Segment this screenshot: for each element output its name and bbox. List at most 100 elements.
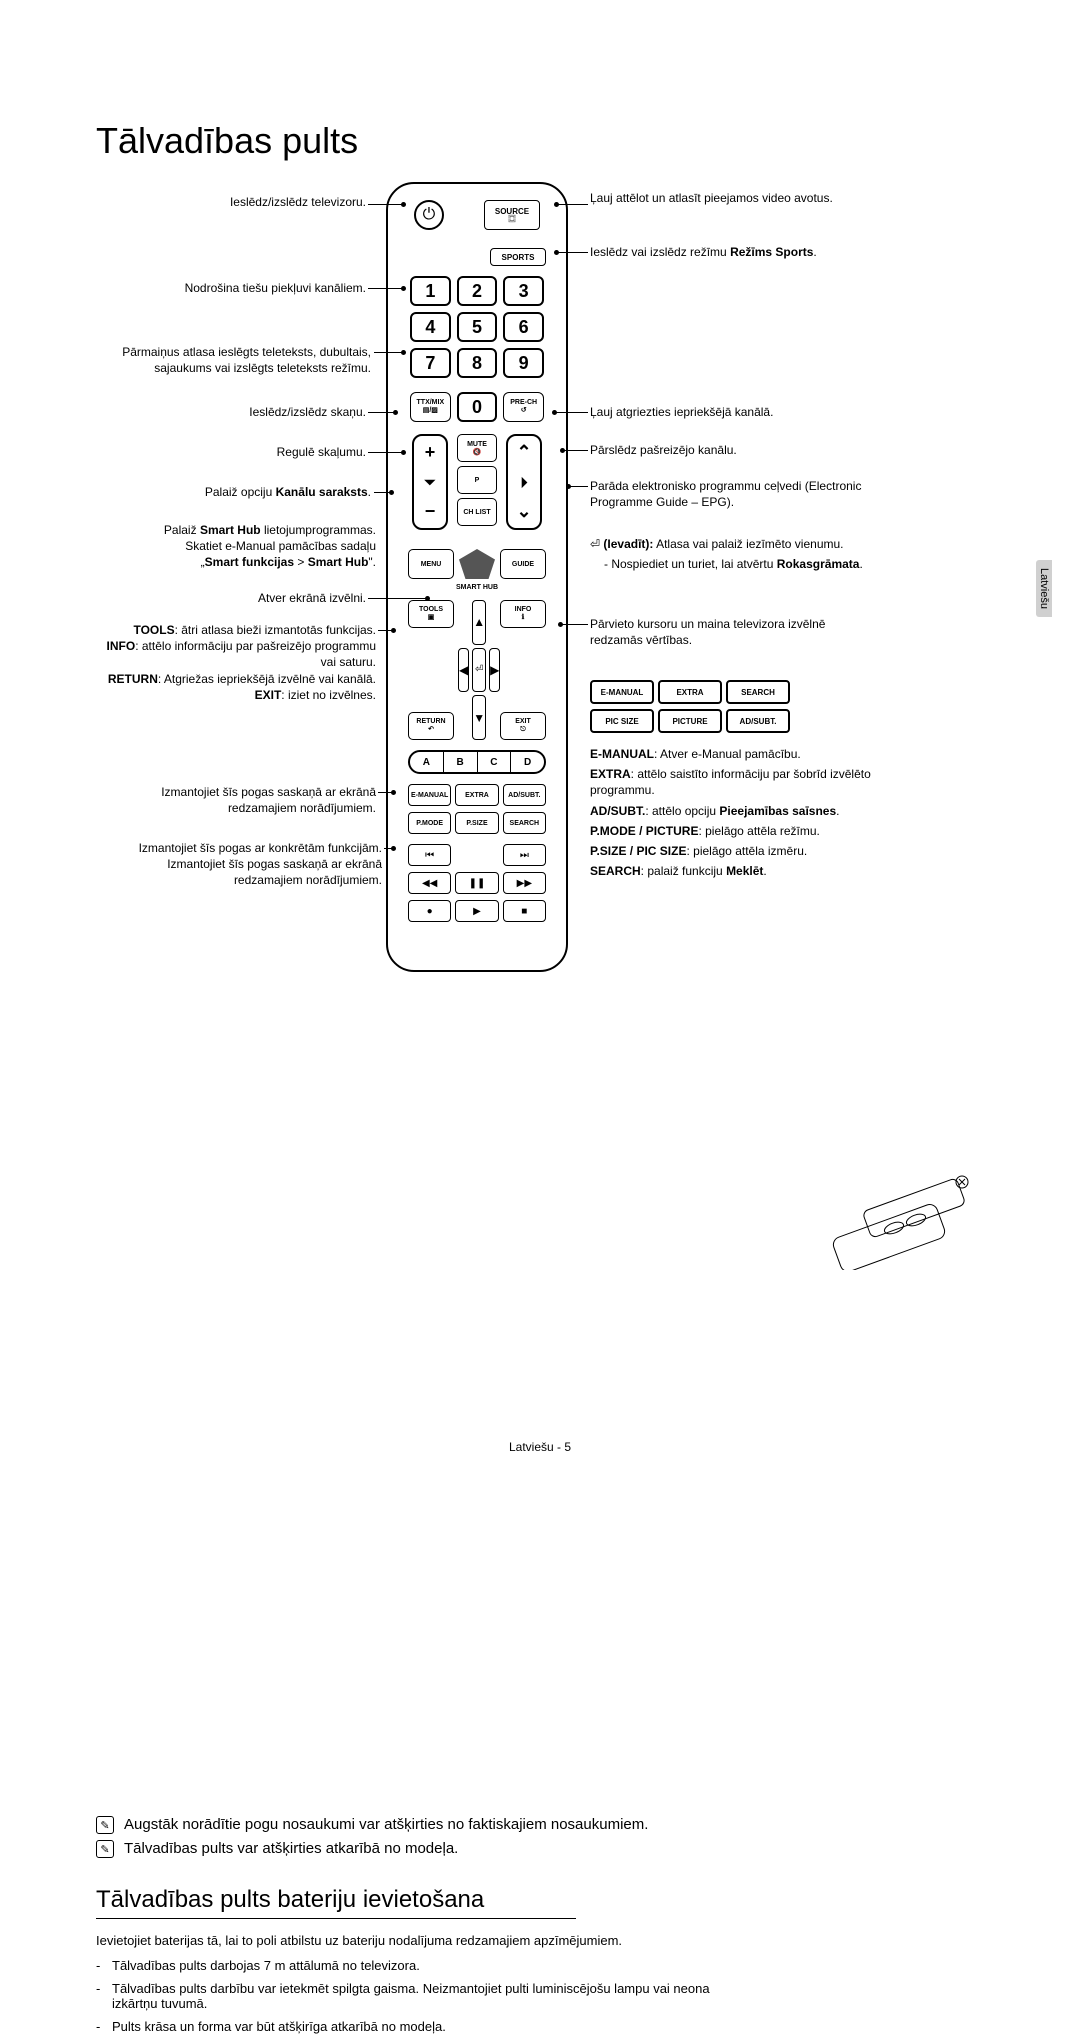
callout-right-buttons: E-MANUAL: Atver e-Manual pamācību. EXTRA… [590,746,900,879]
cluster-picsize: PIC SIZE [590,709,654,733]
leader-line [368,204,404,205]
leader-line [556,252,588,253]
cluster-adsubt: AD/SUBT. [726,709,790,733]
leader-line [554,412,588,413]
color-a: A [410,752,444,772]
callout-channel: Pārslēdz pašreizējo kanālu. [590,442,880,458]
leader-line [374,492,392,493]
leader-line [568,486,588,487]
extra-btn: EXTRA [455,784,498,806]
cluster-emanual: E-MANUAL [590,680,654,704]
page-footer: Latviešu - 5 [0,1440,1080,1454]
prech-button: PRE-CH↺ [503,392,544,422]
leader-line [368,598,428,599]
skip-fwd: ⏭ [503,844,546,866]
key-0: 0 [457,392,498,422]
return-button: RETURN↶ [408,712,454,740]
exit-button: EXIT⎋ [500,712,546,740]
callout-teletext: Pārmaiņus atlasa ieslēgts teleteksts, du… [96,344,371,376]
color-b: B [444,752,478,772]
callout-power: Ieslēdz/izslēdz televizoru. [96,194,366,210]
color-c: C [478,752,512,772]
key-5: 5 [457,312,498,342]
key-8: 8 [457,348,498,378]
enter-button: ⏎ [472,648,486,693]
skip-back: ⏮ [408,844,451,866]
callout-guide: Parāda elektronisko programmu ceļvedi (E… [590,478,890,510]
rewind: ◀◀ [408,872,451,894]
record: ● [408,900,451,922]
callout-enter: ⏎ (Ievadīt): Atlasa vai palaiž iezīmēto … [590,536,890,572]
menu-button: MENU [408,549,454,579]
battery-heading: Tālvadības pults bateriju ievietošana [96,1886,576,1919]
callout-tools-info: TOOLS: ātri atlasa bieži izmantotās funk… [96,622,376,703]
callout-numbers: Nodrošina tiešu piekļuvi kanāliem. [96,280,366,296]
arrow-down: ▼ [472,695,486,740]
remote-outline: ⏻ SOURCE⿴ SPORTS 1 2 3 4 5 6 7 8 9 TTX/M… [386,182,568,972]
callout-cursor: Pārvieto kursoru un maina televizora izv… [590,616,880,648]
smarthub-label: SMART HUB [394,584,560,591]
callout-menu: Atver ekrānā izvēlni. [96,590,366,606]
tools-button: TOOLS▣ [408,600,454,628]
leader-line [560,624,588,625]
color-buttons: A B C D [408,750,546,774]
leader-line [374,352,404,353]
callout-volume: Regulē skaļumu. [96,444,366,460]
cluster-extra: EXTRA [658,680,722,704]
source-button: SOURCE⿴ [484,200,540,230]
ttxmix-button: TTX/MIX▤/▨ [410,392,451,422]
button-cluster: E-MANUAL EXTRA SEARCH PIC SIZE PICTURE A… [590,680,790,738]
key-1: 1 [410,276,451,306]
adsubt-btn: AD/SUBT. [503,784,546,806]
key-9: 9 [503,348,544,378]
leader-line [562,450,588,451]
arrow-right: ▶ [489,648,500,693]
pmode-btn: P.MODE [408,812,451,834]
page-title: Tālvadības pults [96,120,984,162]
callout-sound: Ieslēdz/izslēdz skaņu. [96,404,366,420]
volume-rocker: +⏷− [412,434,448,530]
leader-line [368,452,404,453]
callout-smarthub: Palaiž Smart Hub lietojumprogrammas. Ska… [96,522,376,571]
callout-colors: Izmantojiet šīs pogas saskaņā ar ekrānā … [96,784,376,816]
emanual-btn: E-MANUAL [408,784,451,806]
key-6: 6 [503,312,544,342]
bullet-2: Tālvadības pults darbību var ietekmēt sp… [96,1981,716,2011]
bullet-3: Pults krāsa un forma var būt atšķirīga a… [96,2019,716,2034]
leader-line [378,630,394,631]
color-d: D [511,752,544,772]
battery-bullets: Tālvadības pults darbojas 7 m attālumā n… [96,1958,984,2034]
language-tab: Latviešu [1036,560,1052,617]
callout-extras: Izmantojiet šīs pogas ar konkrētām funkc… [96,840,382,889]
arrow-left: ◀ [458,648,469,693]
bullet-1: Tālvadības pults darbojas 7 m attālumā n… [96,1958,716,1973]
key-7: 7 [410,348,451,378]
guide-button: GUIDE [500,549,546,579]
chlist-button: CH LIST [457,498,497,526]
leader-line [384,848,394,849]
callout-source: Ļauj attēlot un atlasīt pieejamos video … [590,190,880,206]
remote-diagram: ⏻ SOURCE⿴ SPORTS 1 2 3 4 5 6 7 8 9 TTX/M… [96,182,984,992]
callout-prech: Ļauj atgriezties iepriekšējā kanālā. [590,404,880,420]
sports-button: SPORTS [490,248,546,266]
leader-line [368,288,404,289]
smarthub-button [459,549,495,579]
channel-rocker: ⌃⏵⌄ [506,434,542,530]
note-1: ✎ Augstāk norādītie pogu nosaukumi var a… [96,1816,984,1834]
mute-button: MUTE🔇 [457,434,497,462]
note-icon: ✎ [96,1840,114,1858]
cluster-search: SEARCH [726,680,790,704]
arrow-up: ▲ [472,600,486,645]
stop: ■ [503,900,546,922]
info-button: INFOℹ [500,600,546,628]
leader-line [556,204,588,205]
callout-chlist: Palaiž opciju Kanālu saraksts. [96,484,371,500]
battery-intro: Ievietojiet baterijas tā, lai to poli at… [96,1933,984,1948]
dpad-cluster: TOOLS▣ INFOℹ RETURN↶ EXIT⎋ ▲ ◀ ⏎ ▶ ▼ [408,600,546,740]
play: ▶ [455,900,498,922]
leader-line [378,792,394,793]
callout-sports: Ieslēdz vai izslēdz režīmu Režīms Sports… [590,244,890,260]
key-3: 3 [503,276,544,306]
psize-btn: P.SIZE [455,812,498,834]
key-4: 4 [410,312,451,342]
